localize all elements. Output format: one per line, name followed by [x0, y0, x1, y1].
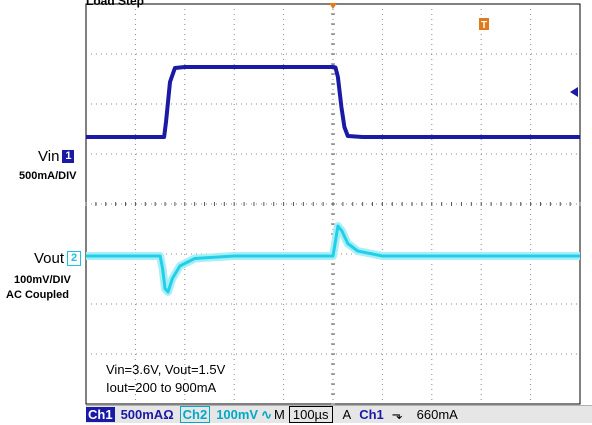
trigger-position-marker: [329, 3, 337, 9]
trigger-marker-box: [479, 18, 489, 30]
bandwidth-limit-icon: ∿: [261, 406, 273, 422]
ch1-marker-icon: 1: [62, 150, 75, 164]
ch2-scale: 100mV/DIV: [14, 274, 71, 286]
ch1-scale: 500mA/DIV: [19, 170, 77, 182]
vin-trace: [86, 65, 580, 139]
ch2-coupling: AC Coupled: [6, 289, 69, 301]
trace-group: [86, 65, 580, 296]
status-ch1-label: Ch1: [86, 407, 115, 422]
trigger-marker-label: T: [481, 20, 487, 31]
note-line-1: Vin=3.6V, Vout=1.5V: [106, 362, 226, 377]
status-trigger-level: 660mA: [416, 407, 458, 422]
ch2-label: Vout 2: [34, 250, 82, 268]
ch2-name: Vout: [34, 250, 65, 267]
ch1-label: Vin 1: [38, 148, 75, 166]
status-ch1-scale: 500mAΩ: [120, 407, 174, 422]
trigger-slope-icon: ⬎: [391, 406, 403, 422]
note-line-2: Iout=200 to 900mA: [106, 380, 217, 395]
ch2-marker-icon: 2: [67, 251, 82, 267]
marker-group: T: [329, 3, 578, 97]
status-timebase: 100µs: [288, 406, 333, 423]
status-bar: Ch1 500mAΩ Ch2 100mV ∿ M 100µs A Ch1 ⬎ 6…: [86, 405, 592, 423]
vout-trace: [86, 224, 580, 294]
status-ch2-scale: 100mV: [216, 407, 259, 422]
status-ch2-label: Ch2: [179, 406, 211, 423]
status-trigger-mode: A: [342, 407, 352, 422]
status-trigger-source: Ch1: [359, 407, 384, 422]
trigger-level-arrow: [570, 87, 578, 97]
ch1-name: Vin: [38, 148, 60, 165]
chart-title: Load Step: [86, 0, 145, 8]
status-time-prefix: M: [274, 407, 285, 422]
graticule-grid: [85, 3, 581, 405]
